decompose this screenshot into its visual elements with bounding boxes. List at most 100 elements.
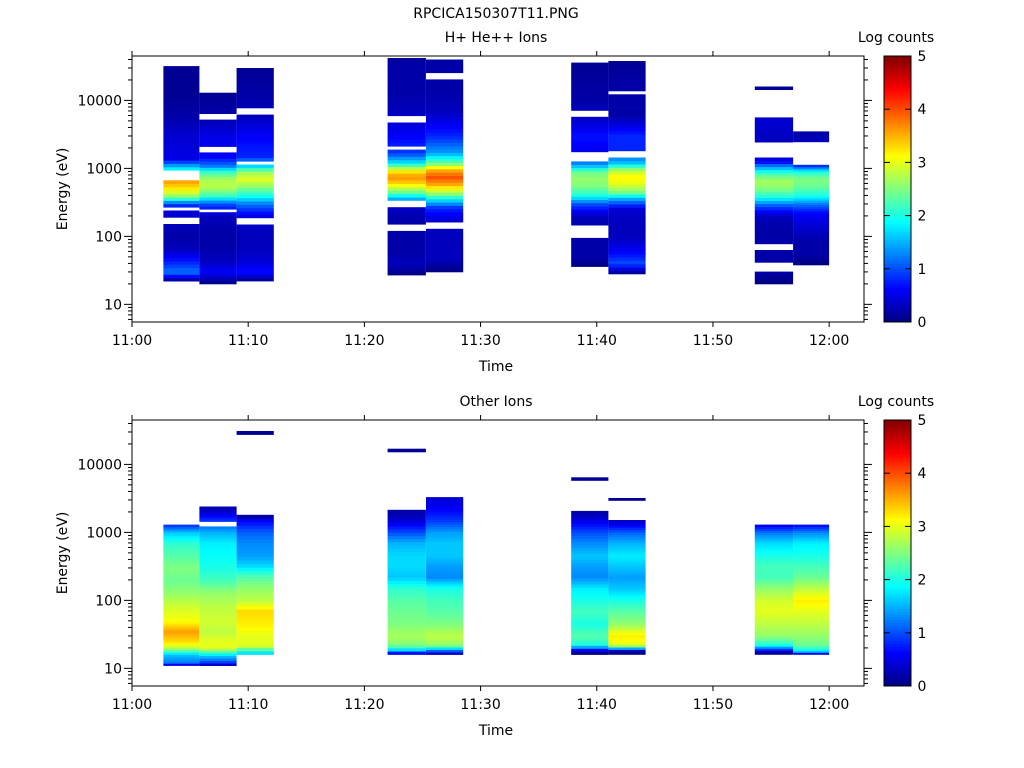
colorbar-cell bbox=[884, 308, 911, 312]
energy-bin-cell bbox=[754, 172, 794, 177]
energy-bin-cell bbox=[571, 94, 609, 99]
colorbar-cell bbox=[884, 640, 911, 644]
energy-bin-cell bbox=[426, 238, 464, 243]
energy-bin-cell bbox=[163, 146, 200, 151]
colorbar-cell bbox=[884, 547, 911, 551]
energy-bin-cell bbox=[163, 234, 200, 238]
energy-bin-cell bbox=[754, 191, 794, 195]
energy-bin-cell bbox=[608, 110, 646, 115]
energy-bin-cell bbox=[754, 601, 794, 605]
energy-bin-cell bbox=[571, 538, 609, 542]
energy-bin-cell bbox=[793, 235, 830, 239]
energy-bin-cell bbox=[163, 628, 200, 631]
energy-bin-cell bbox=[236, 521, 274, 526]
colorbar-tick-label: 4 bbox=[918, 102, 927, 118]
energy-bin-cell bbox=[426, 536, 464, 540]
colorbar-tick-label: 3 bbox=[918, 155, 927, 171]
energy-bin-cell bbox=[608, 190, 646, 195]
energy-bin-cell bbox=[608, 534, 646, 538]
energy-bin-cell bbox=[236, 549, 274, 554]
energy-bin-cell bbox=[387, 142, 426, 147]
energy-bin-cell bbox=[608, 224, 646, 228]
energy-bin-cell bbox=[426, 573, 464, 577]
energy-bin-cell bbox=[571, 247, 609, 251]
colorbar-cell bbox=[884, 95, 911, 100]
energy-bin-cell bbox=[199, 137, 237, 141]
energy-bin-cell bbox=[426, 502, 464, 505]
energy-bin-cell bbox=[199, 561, 237, 565]
energy-bin-cell bbox=[608, 71, 646, 75]
energy-bin-cell bbox=[236, 87, 274, 92]
energy-bin-cell bbox=[754, 593, 794, 596]
energy-bin-cell bbox=[426, 182, 464, 186]
energy-bin-cell bbox=[754, 206, 794, 211]
colorbar-cell bbox=[884, 77, 911, 81]
energy-bin-cell bbox=[608, 177, 646, 182]
energy-bin-cell bbox=[236, 595, 274, 599]
energy-bin-cell bbox=[387, 632, 426, 636]
energy-bin-cell bbox=[608, 639, 646, 643]
energy-bin-cell bbox=[571, 620, 609, 625]
energy-bin-cell bbox=[163, 133, 200, 138]
colorbar-cell bbox=[884, 79, 911, 84]
energy-bin-cell bbox=[426, 198, 464, 203]
colorbar-cell bbox=[884, 268, 911, 272]
energy-bin-cell bbox=[426, 566, 464, 569]
energy-bin-cell bbox=[426, 122, 464, 127]
energy-bin-cell bbox=[426, 644, 464, 648]
energy-bin-cell bbox=[387, 522, 426, 527]
energy-bin-cell bbox=[608, 524, 646, 528]
energy-bin-cell bbox=[426, 615, 464, 618]
energy-bin-cell bbox=[793, 591, 830, 594]
energy-bin-cell bbox=[754, 135, 794, 140]
energy-bin-cell bbox=[608, 237, 646, 241]
energy-bin-cell bbox=[608, 254, 646, 258]
colorbar-cell bbox=[884, 274, 911, 278]
colorbar-cell bbox=[884, 563, 911, 567]
energy-bin-cell bbox=[608, 559, 646, 562]
energy-bin-cell bbox=[754, 579, 794, 582]
energy-bin-cell bbox=[754, 652, 794, 655]
energy-bin-cell bbox=[387, 64, 426, 69]
energy-bin-cell bbox=[426, 551, 464, 555]
energy-bin-cell bbox=[236, 124, 274, 129]
energy-bin-cell bbox=[236, 518, 274, 523]
energy-bin-cell bbox=[754, 624, 794, 627]
colorbar-tick-label: 4 bbox=[918, 466, 927, 482]
energy-bin-cell bbox=[236, 581, 274, 585]
energy-bin-cell bbox=[793, 528, 830, 532]
energy-bin-cell bbox=[426, 132, 464, 137]
energy-bin-cell bbox=[793, 577, 830, 580]
energy-bin-cell bbox=[793, 563, 830, 566]
energy-bin-cell bbox=[793, 137, 830, 141]
energy-bin-cell bbox=[571, 559, 609, 564]
energy-bin-cell bbox=[387, 163, 426, 167]
energy-bin-cell bbox=[199, 280, 237, 285]
x-tick-label: 12:00 bbox=[809, 333, 849, 349]
energy-bin-cell bbox=[608, 630, 646, 633]
energy-bin-cell bbox=[754, 524, 794, 527]
energy-bin-cell bbox=[199, 239, 237, 243]
energy-bin-cell bbox=[608, 581, 646, 584]
energy-bin-cell bbox=[387, 61, 426, 66]
colorbar-cell bbox=[884, 648, 911, 652]
energy-bin-cell bbox=[571, 510, 609, 515]
energy-bin-cell bbox=[571, 62, 609, 67]
energy-bin-cell bbox=[199, 608, 237, 612]
energy-bin-cell bbox=[199, 591, 237, 594]
energy-bin-cell bbox=[426, 649, 464, 653]
colorbar-cell bbox=[884, 170, 911, 174]
energy-bin-cell bbox=[387, 88, 426, 93]
energy-bin-cell bbox=[426, 82, 464, 87]
energy-bin-cell bbox=[236, 598, 274, 603]
time-bin-column bbox=[754, 524, 794, 655]
colorbar-cell bbox=[884, 135, 911, 139]
energy-bin-cell bbox=[236, 267, 274, 272]
energy-bin-cell bbox=[199, 635, 237, 639]
x-tick-label: 11:10 bbox=[228, 333, 268, 349]
energy-bin-cell bbox=[199, 173, 237, 177]
energy-bin-cell bbox=[163, 566, 200, 570]
energy-bin-cell bbox=[387, 583, 426, 588]
colorbar-cell bbox=[884, 566, 911, 570]
colorbar-cell bbox=[884, 662, 911, 666]
